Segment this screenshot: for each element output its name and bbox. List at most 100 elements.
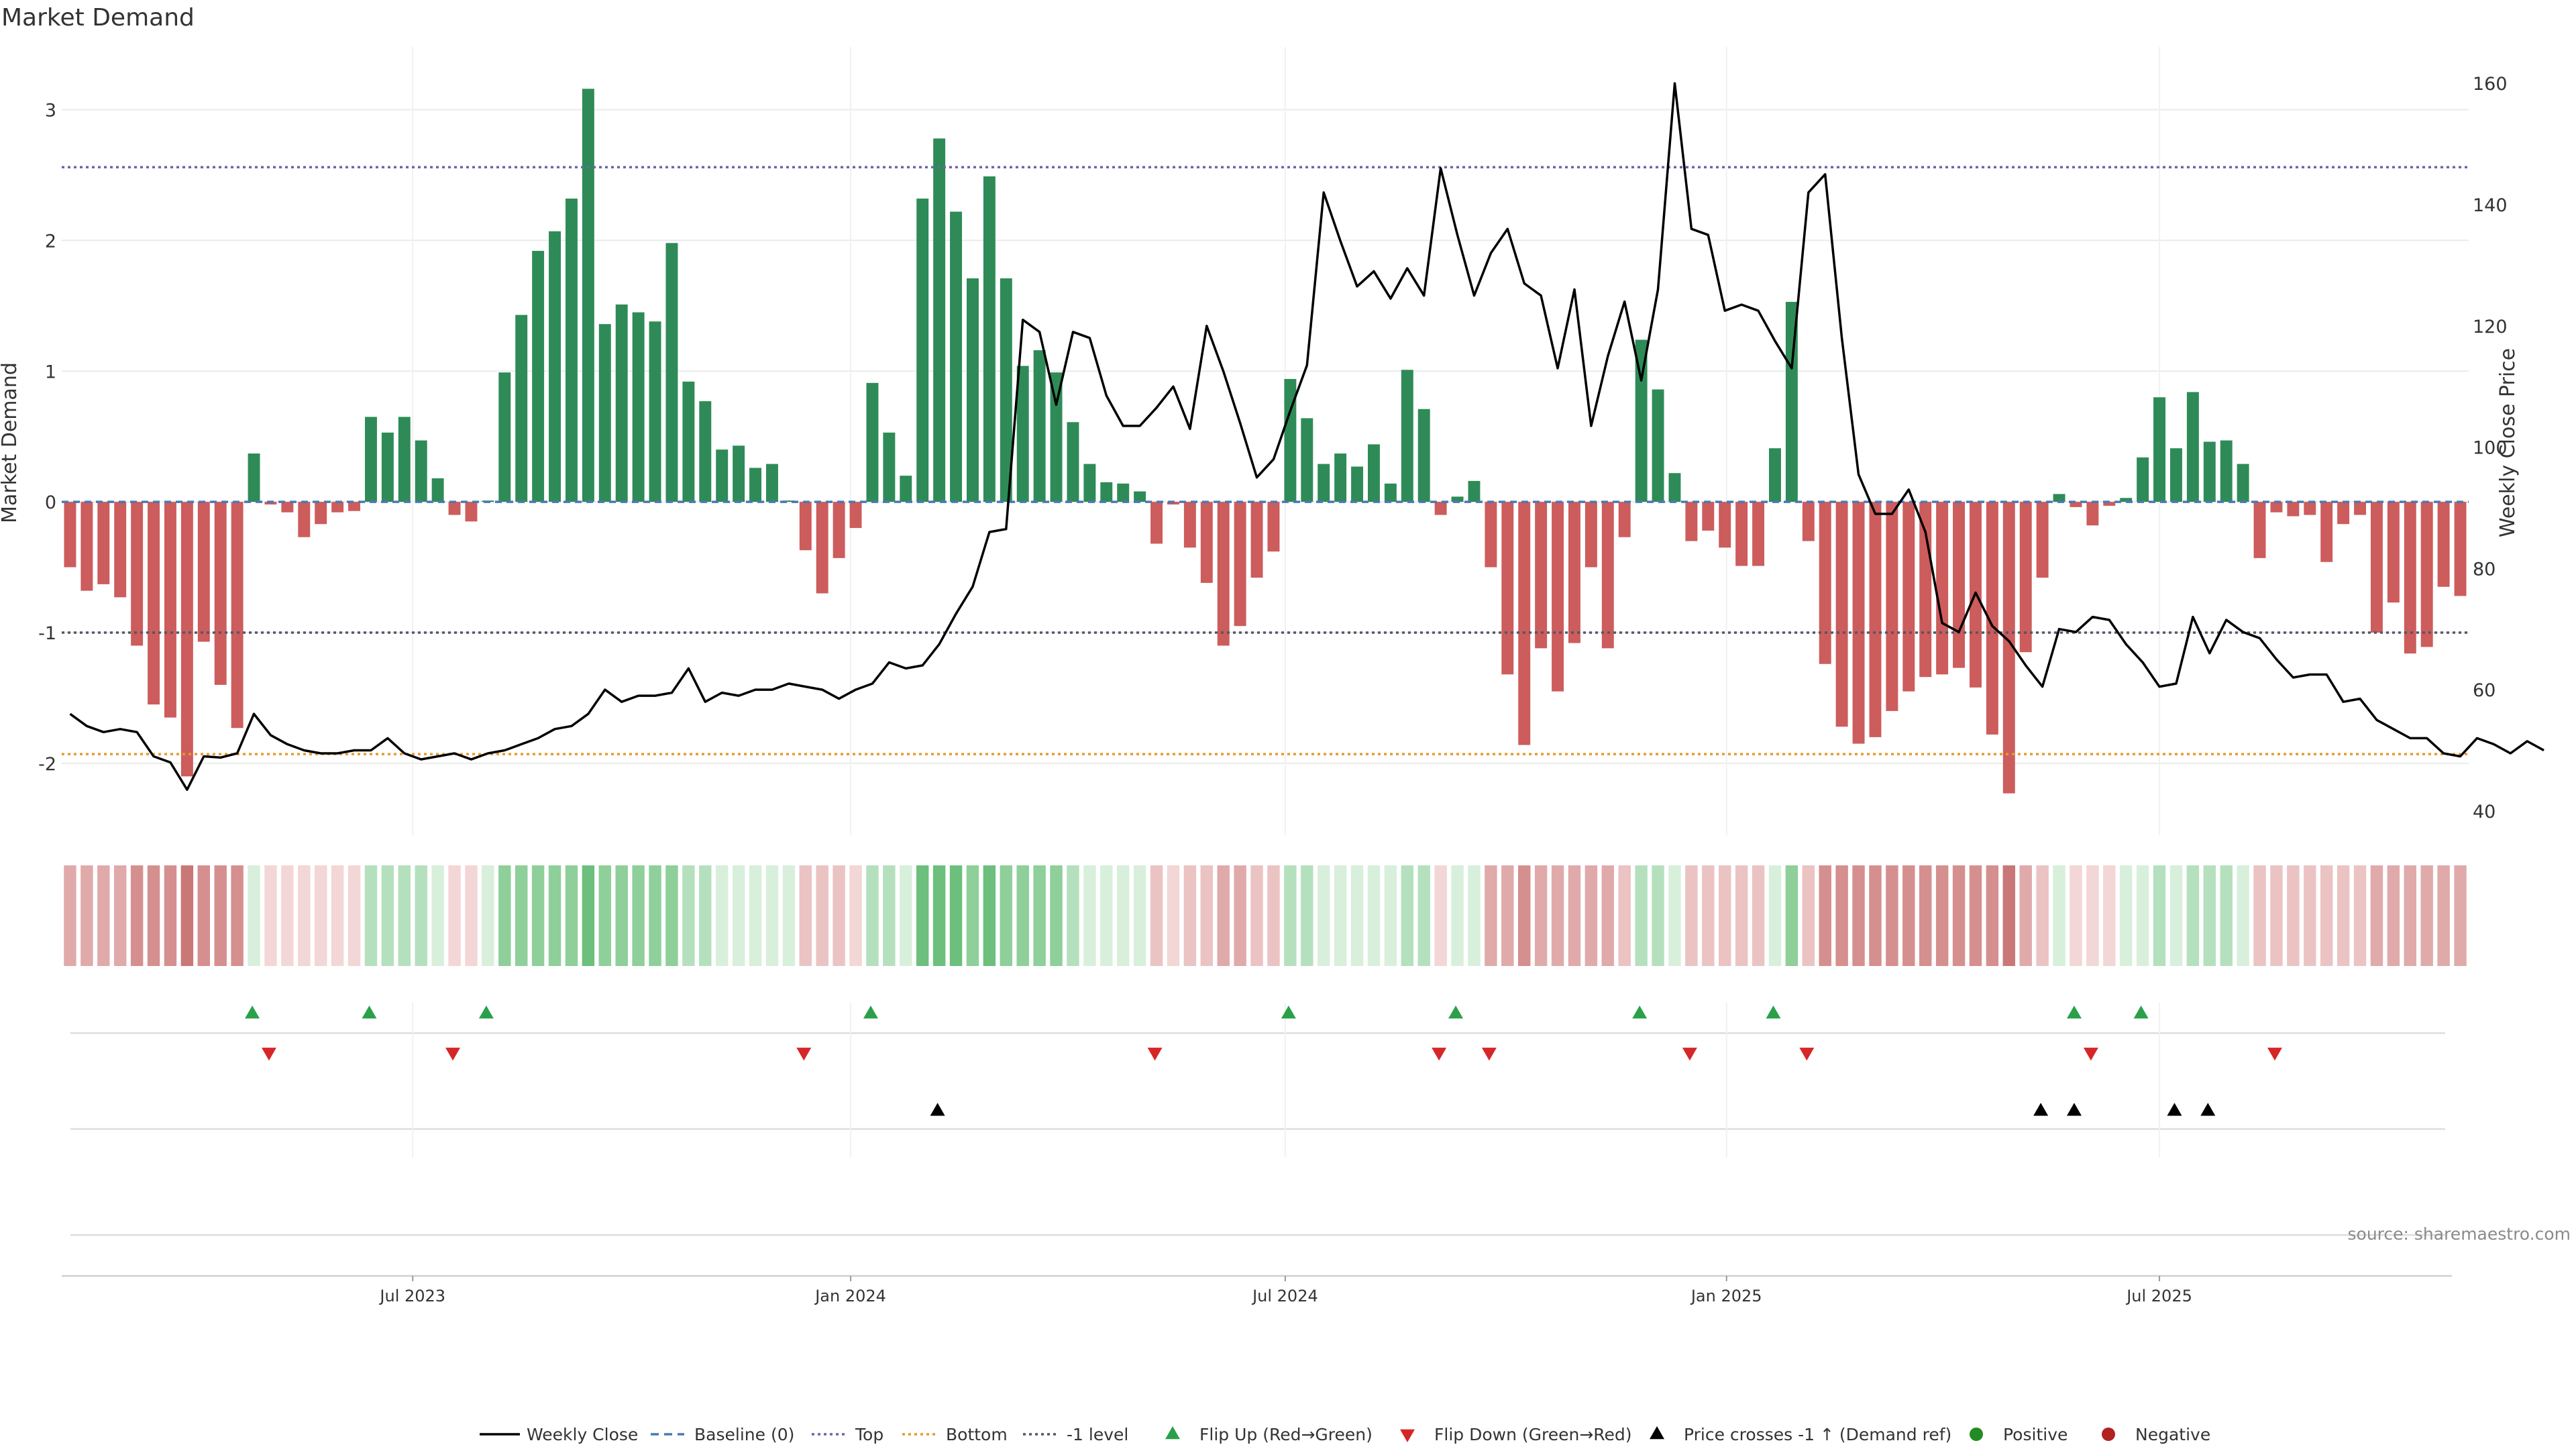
regime-strip — [715, 865, 729, 966]
demand-bar — [1351, 466, 1364, 502]
demand-bar — [782, 500, 795, 502]
regime-strip — [1133, 865, 1146, 966]
regime-strip — [1986, 865, 1999, 966]
regime-strip — [1869, 865, 1882, 966]
legend-swatch — [1650, 1426, 1664, 1440]
demand-bar — [1618, 502, 1631, 537]
regime-strip — [531, 865, 545, 966]
regime-strip — [197, 865, 211, 966]
legend-label: Price crosses -1 ↑ (Demand ref) — [1684, 1425, 1951, 1444]
regime-strip — [866, 865, 879, 966]
regime-strip — [298, 865, 311, 966]
demand-bar — [348, 502, 361, 511]
demand-bar — [1986, 502, 1998, 735]
regime-strips — [64, 865, 2467, 966]
regime-strip — [214, 865, 227, 966]
regime-strip — [2353, 865, 2367, 966]
regime-strip — [97, 865, 110, 966]
price-cross-marker — [930, 1103, 945, 1116]
demand-bar — [2137, 457, 2149, 502]
regime-strip — [1785, 865, 1799, 966]
demand-bar — [248, 453, 260, 502]
demand-bar — [298, 502, 311, 537]
demand-bar — [1250, 502, 1263, 578]
right-tick-label: 160 — [2473, 74, 2508, 95]
regime-strip — [2454, 865, 2467, 966]
right-axis-label: Weekly Close Price — [2496, 348, 2520, 537]
demand-bar — [1719, 502, 1731, 548]
demand-bar — [315, 502, 327, 525]
regime-strip — [1284, 865, 1297, 966]
regime-strip — [1886, 865, 1898, 966]
regime-strip — [2036, 865, 2049, 966]
regime-strip — [1551, 865, 1564, 966]
regime-strip — [1702, 865, 1715, 966]
demand-bar — [1552, 502, 1564, 692]
regime-strip — [1401, 865, 1414, 966]
regime-strip — [2186, 865, 2200, 966]
regime-strip — [1000, 865, 1013, 966]
flip-down-marker — [2267, 1047, 2282, 1061]
regime-strip — [2103, 865, 2116, 966]
regime-strip — [64, 865, 76, 966]
regime-strip — [231, 865, 244, 966]
demand-bar — [1768, 448, 1781, 502]
demand-bar — [1735, 502, 1748, 566]
regime-strip — [2253, 865, 2266, 966]
demand-bar — [2002, 502, 2015, 794]
regime-strip — [1050, 865, 1063, 966]
demand-bar — [1134, 491, 1146, 502]
regime-strip — [949, 865, 963, 966]
demand-bar — [883, 432, 896, 502]
demand-bar — [1200, 502, 1213, 583]
regime-strip — [2070, 865, 2082, 966]
demand-bar — [2053, 494, 2065, 502]
left-tick-label: 0 — [45, 492, 56, 513]
demand-bar — [1117, 483, 1130, 502]
demand-bar — [264, 502, 277, 505]
legend-swatch — [1165, 1426, 1180, 1440]
demand-bar — [765, 464, 778, 502]
left-tick-label: 2 — [45, 231, 56, 252]
demand-bar — [2019, 502, 2032, 653]
flip-down-marker — [445, 1047, 461, 1061]
demand-bar — [1167, 502, 1179, 505]
regime-strip — [2086, 865, 2099, 966]
demand-bar — [1501, 502, 1514, 675]
demand-bar — [214, 502, 227, 685]
demand-bar — [2454, 502, 2467, 596]
legend-label: Baseline (0) — [694, 1425, 794, 1444]
demand-bar — [2320, 502, 2333, 562]
demand-bar — [2253, 502, 2266, 558]
right-tick-label: 60 — [2473, 680, 2496, 701]
regime-strip — [2220, 865, 2233, 966]
regime-strip — [1033, 865, 1046, 966]
demand-bar — [2036, 502, 2049, 578]
demand-bar — [682, 381, 695, 502]
flip-up-marker — [1448, 1006, 1464, 1019]
demand-bar — [1685, 502, 1698, 541]
regime-strip — [2387, 865, 2400, 966]
demand-bar — [1902, 502, 1915, 692]
demand-bar — [1267, 502, 1280, 552]
demand-bar — [1284, 378, 1297, 502]
regime-strip — [515, 865, 528, 966]
regime-strip — [1635, 865, 1648, 966]
legend-label: Positive — [2003, 1425, 2068, 1444]
regime-strip — [2320, 865, 2333, 966]
demand-bar — [64, 502, 76, 568]
demand-bar — [2337, 502, 2350, 525]
demand-bar — [2237, 464, 2249, 502]
demand-bar — [565, 199, 578, 502]
regime-strip — [1517, 865, 1531, 966]
regime-strip — [799, 865, 812, 966]
regime-strip — [1718, 865, 1731, 966]
regime-strip — [1902, 865, 1915, 966]
regime-strip — [816, 865, 828, 966]
demand-bar — [431, 478, 444, 502]
demand-bar — [2387, 502, 2400, 603]
left-tick-label: -2 — [38, 754, 56, 775]
demand-bar — [1668, 473, 1681, 502]
demand-bar — [148, 502, 160, 705]
flip-up-marker — [245, 1006, 260, 1019]
